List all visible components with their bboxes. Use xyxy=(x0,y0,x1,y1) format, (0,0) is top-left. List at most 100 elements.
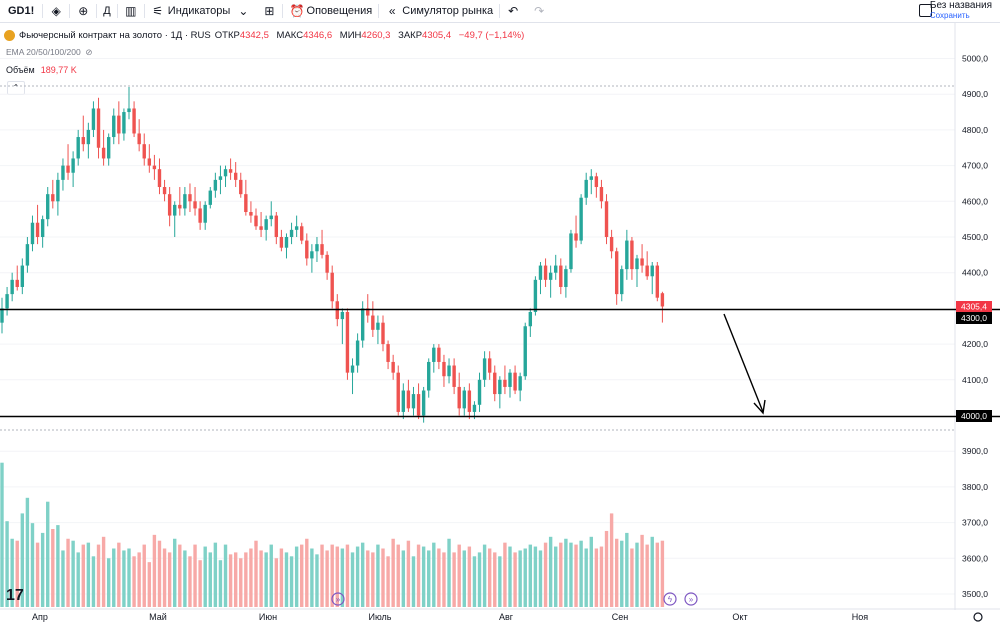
volume-bar xyxy=(76,552,80,607)
eye-off-icon[interactable]: ⊘ xyxy=(83,47,93,57)
candle-body xyxy=(198,208,202,223)
last-price-text: 4305,4 xyxy=(961,302,987,312)
time-tick-label: Июн xyxy=(259,612,277,622)
candle-body xyxy=(421,390,426,416)
high-value: 4346,6 xyxy=(303,30,333,41)
volume-bar xyxy=(376,544,380,607)
alerts-label: Оповещения xyxy=(306,5,373,17)
trend-arrow xyxy=(723,313,764,413)
high-label: МАКС xyxy=(276,30,304,41)
series-legend: Фьючерсный контракт на золото · 1Д · RUS… xyxy=(4,30,529,41)
candle-body xyxy=(142,144,146,159)
price-tick-label: 3500,0 xyxy=(962,589,988,599)
volume-bar xyxy=(462,550,466,607)
price-tick-label: 4200,0 xyxy=(962,339,988,349)
layouts-button[interactable]: ⊞ xyxy=(256,0,282,22)
candle-body xyxy=(604,201,609,237)
candle-body xyxy=(91,108,96,130)
svg-text:ϟ: ϟ xyxy=(668,595,673,604)
candle-body xyxy=(523,326,527,377)
candle-body xyxy=(132,108,136,134)
candle-body xyxy=(305,240,309,259)
candle-body xyxy=(249,212,253,216)
gold-logo-icon xyxy=(4,30,15,41)
candle-body xyxy=(538,265,543,280)
volume-bar xyxy=(396,544,400,607)
layout-name: Без названия xyxy=(929,0,992,11)
volume-bar xyxy=(30,523,35,607)
collapse-legend-button[interactable]: ⌃ xyxy=(7,81,25,95)
layout-save[interactable]: Без названия Сохранить xyxy=(930,1,992,21)
candle-body xyxy=(660,293,665,307)
event-icon-3: » xyxy=(684,592,698,606)
volume-bar xyxy=(538,550,543,607)
toolbar-divider xyxy=(69,4,71,18)
line-4300-label: 4300,0 xyxy=(956,312,992,324)
replay-button[interactable]: « Симулятор рынка xyxy=(379,0,499,22)
alarm-clock-icon: ⏰ xyxy=(289,4,305,18)
candle-body xyxy=(40,219,45,237)
line-4000-text: 4000,0 xyxy=(961,411,987,421)
alerts-button[interactable]: ⏰ Оповещения xyxy=(283,0,378,22)
price-tick-label: 4900,0 xyxy=(962,89,988,99)
volume-bar xyxy=(117,542,121,607)
candle-body xyxy=(112,115,116,138)
candle-body xyxy=(447,365,451,377)
volume-bar xyxy=(264,552,268,607)
volume-bar xyxy=(447,538,451,607)
candle-body xyxy=(76,137,80,159)
ohlc-values: ОТКР4342,5 МАКС4346,6 МИН4260,3 ЗАКР4305… xyxy=(215,30,530,41)
indicators-button[interactable]: ⚟ Индикаторы ⌄ xyxy=(145,0,257,22)
candle-body xyxy=(233,172,238,180)
volume-bar xyxy=(294,546,299,607)
candle-body xyxy=(10,279,14,295)
compare-symbol-button[interactable]: ⊕ xyxy=(70,0,96,22)
ema-legend[interactable]: EMA 20/50/100/200 ⊘ xyxy=(6,47,93,58)
redo-button[interactable]: ↷ xyxy=(526,0,552,22)
event-icon-2: ϟ xyxy=(663,592,677,606)
volume-bar xyxy=(574,544,578,607)
favorite-button[interactable]: ◈ xyxy=(43,0,69,22)
layout-checkbox-icon[interactable] xyxy=(919,4,932,17)
candle-body xyxy=(188,194,192,202)
candle-body xyxy=(630,240,634,270)
arrow-head xyxy=(753,399,766,415)
volume-bar xyxy=(66,538,70,607)
volume-bar xyxy=(86,542,91,607)
candle-body xyxy=(554,265,558,273)
candle-body xyxy=(25,244,30,266)
interval-button[interactable]: Д xyxy=(103,5,111,17)
candle-body xyxy=(503,379,507,387)
volume-bar xyxy=(411,556,416,607)
volume-bar xyxy=(46,501,50,607)
volume-bar xyxy=(569,542,573,607)
candle-body xyxy=(472,404,477,412)
volume-bar xyxy=(178,544,182,607)
volume-bar xyxy=(457,544,461,607)
candle-body xyxy=(401,390,406,412)
candle-body xyxy=(213,179,218,191)
volume-bar xyxy=(493,552,497,607)
volume-bar xyxy=(25,497,30,607)
volume-bar xyxy=(630,548,634,607)
candles-icon: ▥ xyxy=(125,4,137,18)
candle-body xyxy=(594,176,599,188)
volume-bars xyxy=(0,462,665,607)
volume-bar xyxy=(620,540,624,607)
candle-body xyxy=(432,347,436,362)
candle-body xyxy=(106,137,111,159)
undo-button[interactable]: ↶ xyxy=(500,0,526,22)
candle-body xyxy=(487,358,492,373)
line-4300-text: 4300,0 xyxy=(961,313,987,323)
volume-bar xyxy=(599,546,604,607)
volume-bar xyxy=(10,538,14,607)
volume-bar xyxy=(406,540,411,607)
volume-bar xyxy=(655,542,660,607)
volume-bar xyxy=(137,552,141,607)
symbol-search-button[interactable]: GD1! xyxy=(8,5,35,17)
candle-body xyxy=(482,358,487,380)
volume-bar xyxy=(167,552,172,607)
redo-icon: ↷ xyxy=(534,4,545,18)
chart-type-button[interactable]: ▥ xyxy=(118,0,144,22)
